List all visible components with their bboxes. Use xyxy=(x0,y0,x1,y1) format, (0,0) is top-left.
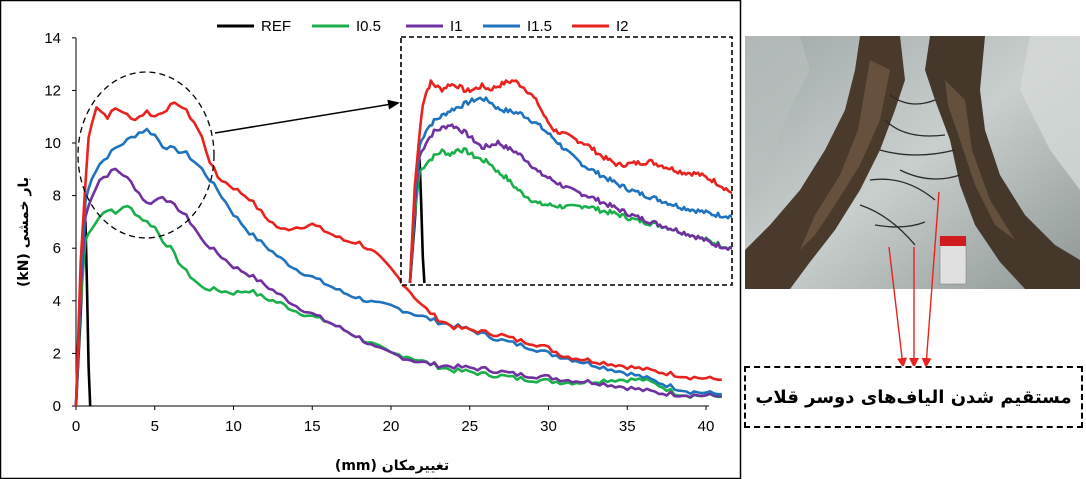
legend-label-REF: REF xyxy=(261,18,291,35)
y-tick-label: 14 xyxy=(44,30,61,47)
x-tick-label: 40 xyxy=(698,418,715,435)
inset-series-line-I1.5 xyxy=(408,96,732,284)
photo-caption: مستقیم شدن الیاف‌های دوسر قلاب xyxy=(744,366,1083,428)
x-tick-label: 20 xyxy=(383,418,400,435)
pointer-arrow-1 xyxy=(888,246,908,368)
legend-label-I1.5: I1.5 xyxy=(527,18,552,35)
y-tick-label: 2 xyxy=(53,345,61,362)
fiber-photo xyxy=(745,36,1080,289)
legend-label-I0.5: I0.5 xyxy=(356,18,381,35)
x-tick-label: 0 xyxy=(72,418,80,435)
series-line-I2 xyxy=(74,101,722,407)
main-plot-series xyxy=(74,101,722,407)
y-tick-label: 10 xyxy=(44,135,61,152)
x-tick-label: 5 xyxy=(151,418,159,435)
inset-series-line-I1 xyxy=(408,123,732,284)
x-tick-label: 10 xyxy=(225,418,242,435)
x-tick-label: 15 xyxy=(304,418,321,435)
pointer-arrow-3 xyxy=(921,191,940,368)
x-tick-labels: 0 5 10 15 20 25 30 35 40 xyxy=(72,406,715,435)
x-tick-label: 30 xyxy=(540,418,557,435)
x-tick-label: 25 xyxy=(461,418,478,435)
y-axis-label: بار خمشی (kN) xyxy=(16,177,32,287)
x-axis-label: تغییرمکان (mm) xyxy=(335,458,449,474)
legend-label-I2: I2 xyxy=(616,18,629,35)
y-tick-label: 4 xyxy=(53,293,61,310)
x-tick-label: 35 xyxy=(619,418,636,435)
legend: REF I0.5 I1 I1.5 I2 xyxy=(217,18,629,35)
inset-box xyxy=(400,36,733,286)
inset-plot-series xyxy=(408,79,732,284)
inset-series-line-I2 xyxy=(408,79,732,284)
y-tick-label: 8 xyxy=(53,188,61,205)
highlight-ellipse xyxy=(77,71,215,239)
y-tick-label: 0 xyxy=(53,398,61,415)
series-line-I1 xyxy=(74,167,722,407)
series-line-I1.5 xyxy=(74,127,722,407)
y-tick-label: 12 xyxy=(44,82,61,99)
zoom-arrow xyxy=(214,99,400,134)
legend-label-I1: I1 xyxy=(450,18,463,35)
y-tick-labels: 0 2 4 6 8 10 12 14 xyxy=(44,30,76,415)
y-tick-label: 6 xyxy=(53,240,61,257)
